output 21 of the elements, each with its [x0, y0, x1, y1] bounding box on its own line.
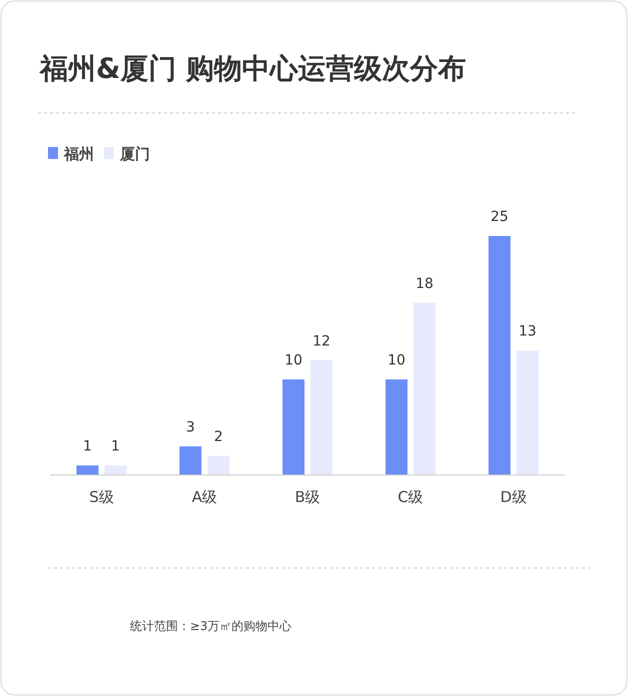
data-label: 2: [214, 428, 223, 445]
data-label: 12: [312, 333, 330, 350]
legend-label: 福州: [63, 145, 94, 163]
legend-item: 厦门: [104, 145, 150, 163]
text: 统计范围：≥3万㎡的购物中心: [130, 619, 292, 633]
legend-label: 厦门: [119, 145, 150, 163]
data-label: 10: [284, 352, 302, 368]
data-label: 1: [83, 438, 92, 454]
x-tick-label: A级: [192, 488, 218, 506]
data-label: 25: [490, 209, 508, 225]
data-label: 10: [388, 352, 406, 368]
data-label: 3: [186, 419, 195, 436]
x-tick-label: B级: [294, 488, 320, 506]
data-label: 18: [416, 276, 434, 292]
chart-title: 福州&厦门 购物中心运营级次分布: [38, 52, 466, 85]
data-label: 1: [111, 438, 120, 454]
x-tick-label: S级: [89, 488, 114, 506]
x-tick-label: D级: [500, 488, 527, 506]
legend-item: 福州: [48, 145, 94, 163]
x-tick-label: C级: [398, 488, 424, 506]
data-label: 13: [518, 324, 536, 340]
